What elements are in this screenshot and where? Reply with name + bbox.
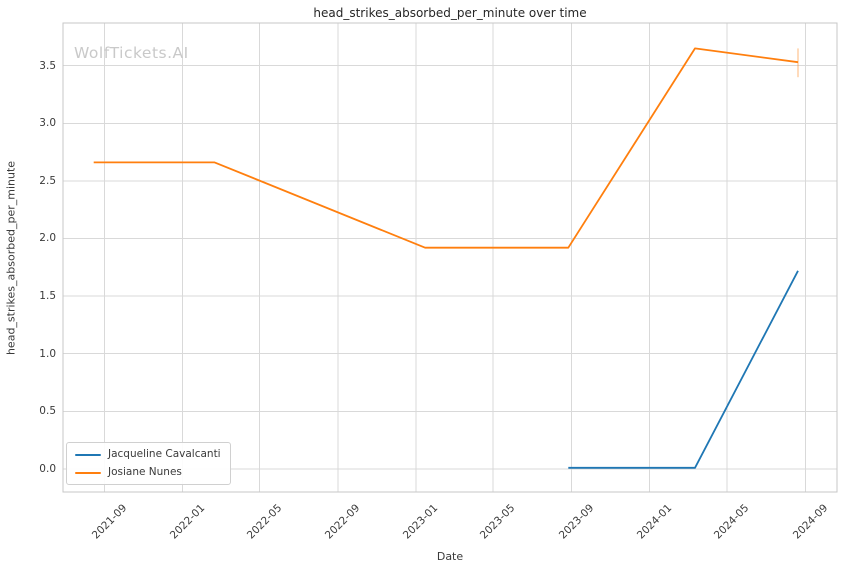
legend-label: Josiane Nunes [108,466,182,478]
legend-item: Jacqueline Cavalcanti [75,448,221,461]
y-tick-label: 1.5 [39,290,56,303]
legend-label: Jacqueline Cavalcanti [108,448,221,460]
legend-line-swatch-jacqueline-cavalcanti [75,453,101,456]
y-tick-label: 0.0 [39,462,56,475]
y-tick-label: 1.0 [39,347,56,360]
watermark: WolfTickets.AI [74,44,189,62]
y-tick-label: 3.5 [39,59,56,72]
y-tick-label: 3.0 [39,117,56,130]
y-tick-label: 2.5 [39,174,56,187]
y-tick-label: 2.0 [39,232,56,245]
legend-line-swatch-josiane-nunes [75,471,101,474]
legend: Jacqueline Cavalcanti Josiane Nunes [66,442,231,485]
series-line-1 [93,47,799,249]
legend-item: Josiane Nunes [75,466,221,479]
series-line-0 [568,270,799,469]
x-axis-label: Date [436,550,464,563]
y-tick-label: 0.5 [39,405,56,418]
chart-title: head_strikes_absorbed_per_minute over ti… [313,6,587,20]
plot-border [62,22,838,493]
gridlines [63,23,837,492]
y-axis-label: head_strikes_absorbed_per_minute [4,160,18,356]
